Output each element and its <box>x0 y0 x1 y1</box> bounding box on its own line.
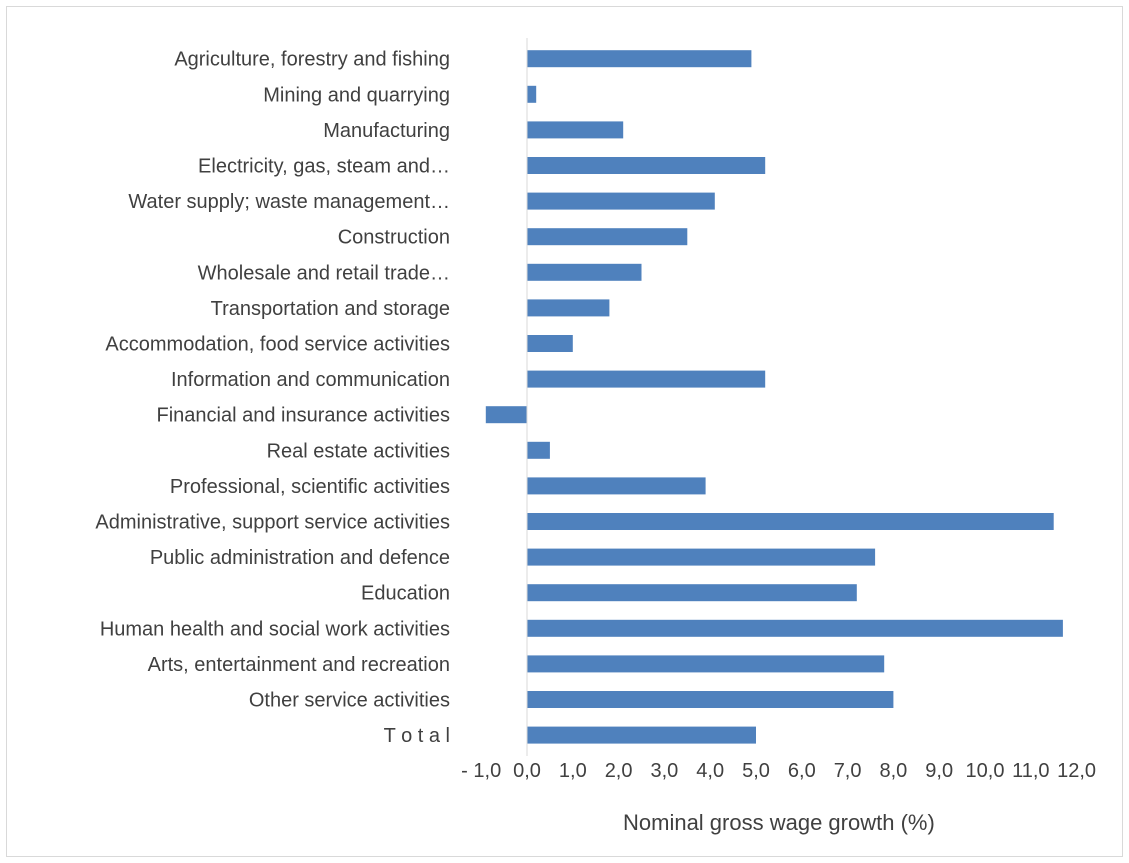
bar-1 <box>527 85 537 103</box>
x-tick-labels: - 1,0 0,0 1,0 2,0 3,0 4,0 5,0 6,0 7,0 8,0 9,0 10,0 1… <box>461 760 1096 782</box>
bar-19 <box>527 726 756 744</box>
bar-3 <box>527 157 766 174</box>
bar-11 <box>527 441 550 459</box>
x-tick-label-10: 9,0 <box>925 760 953 782</box>
bar-4 <box>527 192 715 210</box>
category-label-8: Accommodation, food service activities <box>105 334 450 356</box>
bar-6 <box>527 263 642 281</box>
category-label-2: Manufacturing <box>323 120 450 142</box>
category-label-13: Administrative, support service activiti… <box>95 512 450 534</box>
bar-12 <box>527 477 706 495</box>
category-label-6: Wholesale and retail trade… <box>198 262 450 284</box>
category-label-14: Public administration and defence <box>150 547 450 569</box>
bar-16 <box>527 619 1063 637</box>
bar-14 <box>527 548 876 566</box>
x-tick-label-5: 4,0 <box>696 760 724 782</box>
category-label-10: Financial and insurance activities <box>157 405 451 427</box>
x-tick-label-4: 3,0 <box>650 760 678 782</box>
category-label-12: Professional, scientific activities <box>170 476 450 498</box>
category-label-3: Electricity, gas, steam and… <box>198 156 450 178</box>
bar-17 <box>527 655 885 673</box>
x-tick-label-1: 0,0 <box>513 760 541 782</box>
bar-13 <box>527 513 1054 530</box>
category-label-15: Education <box>361 583 450 605</box>
bar-7 <box>527 299 610 317</box>
category-label-9: Information and communication <box>171 369 450 391</box>
x-tick-label-8: 7,0 <box>834 760 862 782</box>
x-tick-label-6: 5,0 <box>742 760 770 782</box>
category-label-5: Construction <box>338 227 450 249</box>
x-tick-label-3: 2,0 <box>605 760 633 782</box>
category-labels: Agriculture, forestry and fishing Mining … <box>95 49 450 747</box>
x-tick-label-13: 12,0 <box>1057 760 1096 782</box>
category-label-16: Human health and social work activities <box>100 618 450 640</box>
bar-8 <box>527 335 573 352</box>
category-label-19: T o t a l <box>384 725 450 747</box>
bar-15 <box>527 584 857 602</box>
bar-9 <box>527 370 766 388</box>
x-tick-label-9: 8,0 <box>879 760 907 782</box>
chart-area <box>6 6 1123 857</box>
category-label-0: Agriculture, forestry and fishing <box>174 49 450 71</box>
category-label-4: Water supply; waste management… <box>128 191 450 213</box>
x-tick-label-12: 11,0 <box>1012 760 1049 782</box>
bar-10 <box>485 406 527 424</box>
category-label-11: Real estate activities <box>267 440 450 462</box>
category-label-17: Arts, entertainment and recreation <box>148 654 450 676</box>
x-tick-label-2: 1,0 <box>559 760 587 782</box>
x-axis-title: Nominal gross wage growth (%) <box>623 810 935 835</box>
category-label-7: Transportation and storage <box>211 298 450 320</box>
bar-18 <box>527 691 894 708</box>
x-tick-label-11: 10,0 <box>966 760 1005 782</box>
bars-group <box>485 50 1063 744</box>
bar-5 <box>527 228 688 246</box>
x-tick-label-7: 6,0 <box>788 760 816 782</box>
x-tick-label-0: - 1,0 <box>461 760 501 782</box>
category-label-18: Other service activities <box>249 690 450 712</box>
category-label-1: Mining and quarrying <box>263 84 450 106</box>
bar-2 <box>527 121 624 139</box>
bar-0 <box>527 50 752 68</box>
